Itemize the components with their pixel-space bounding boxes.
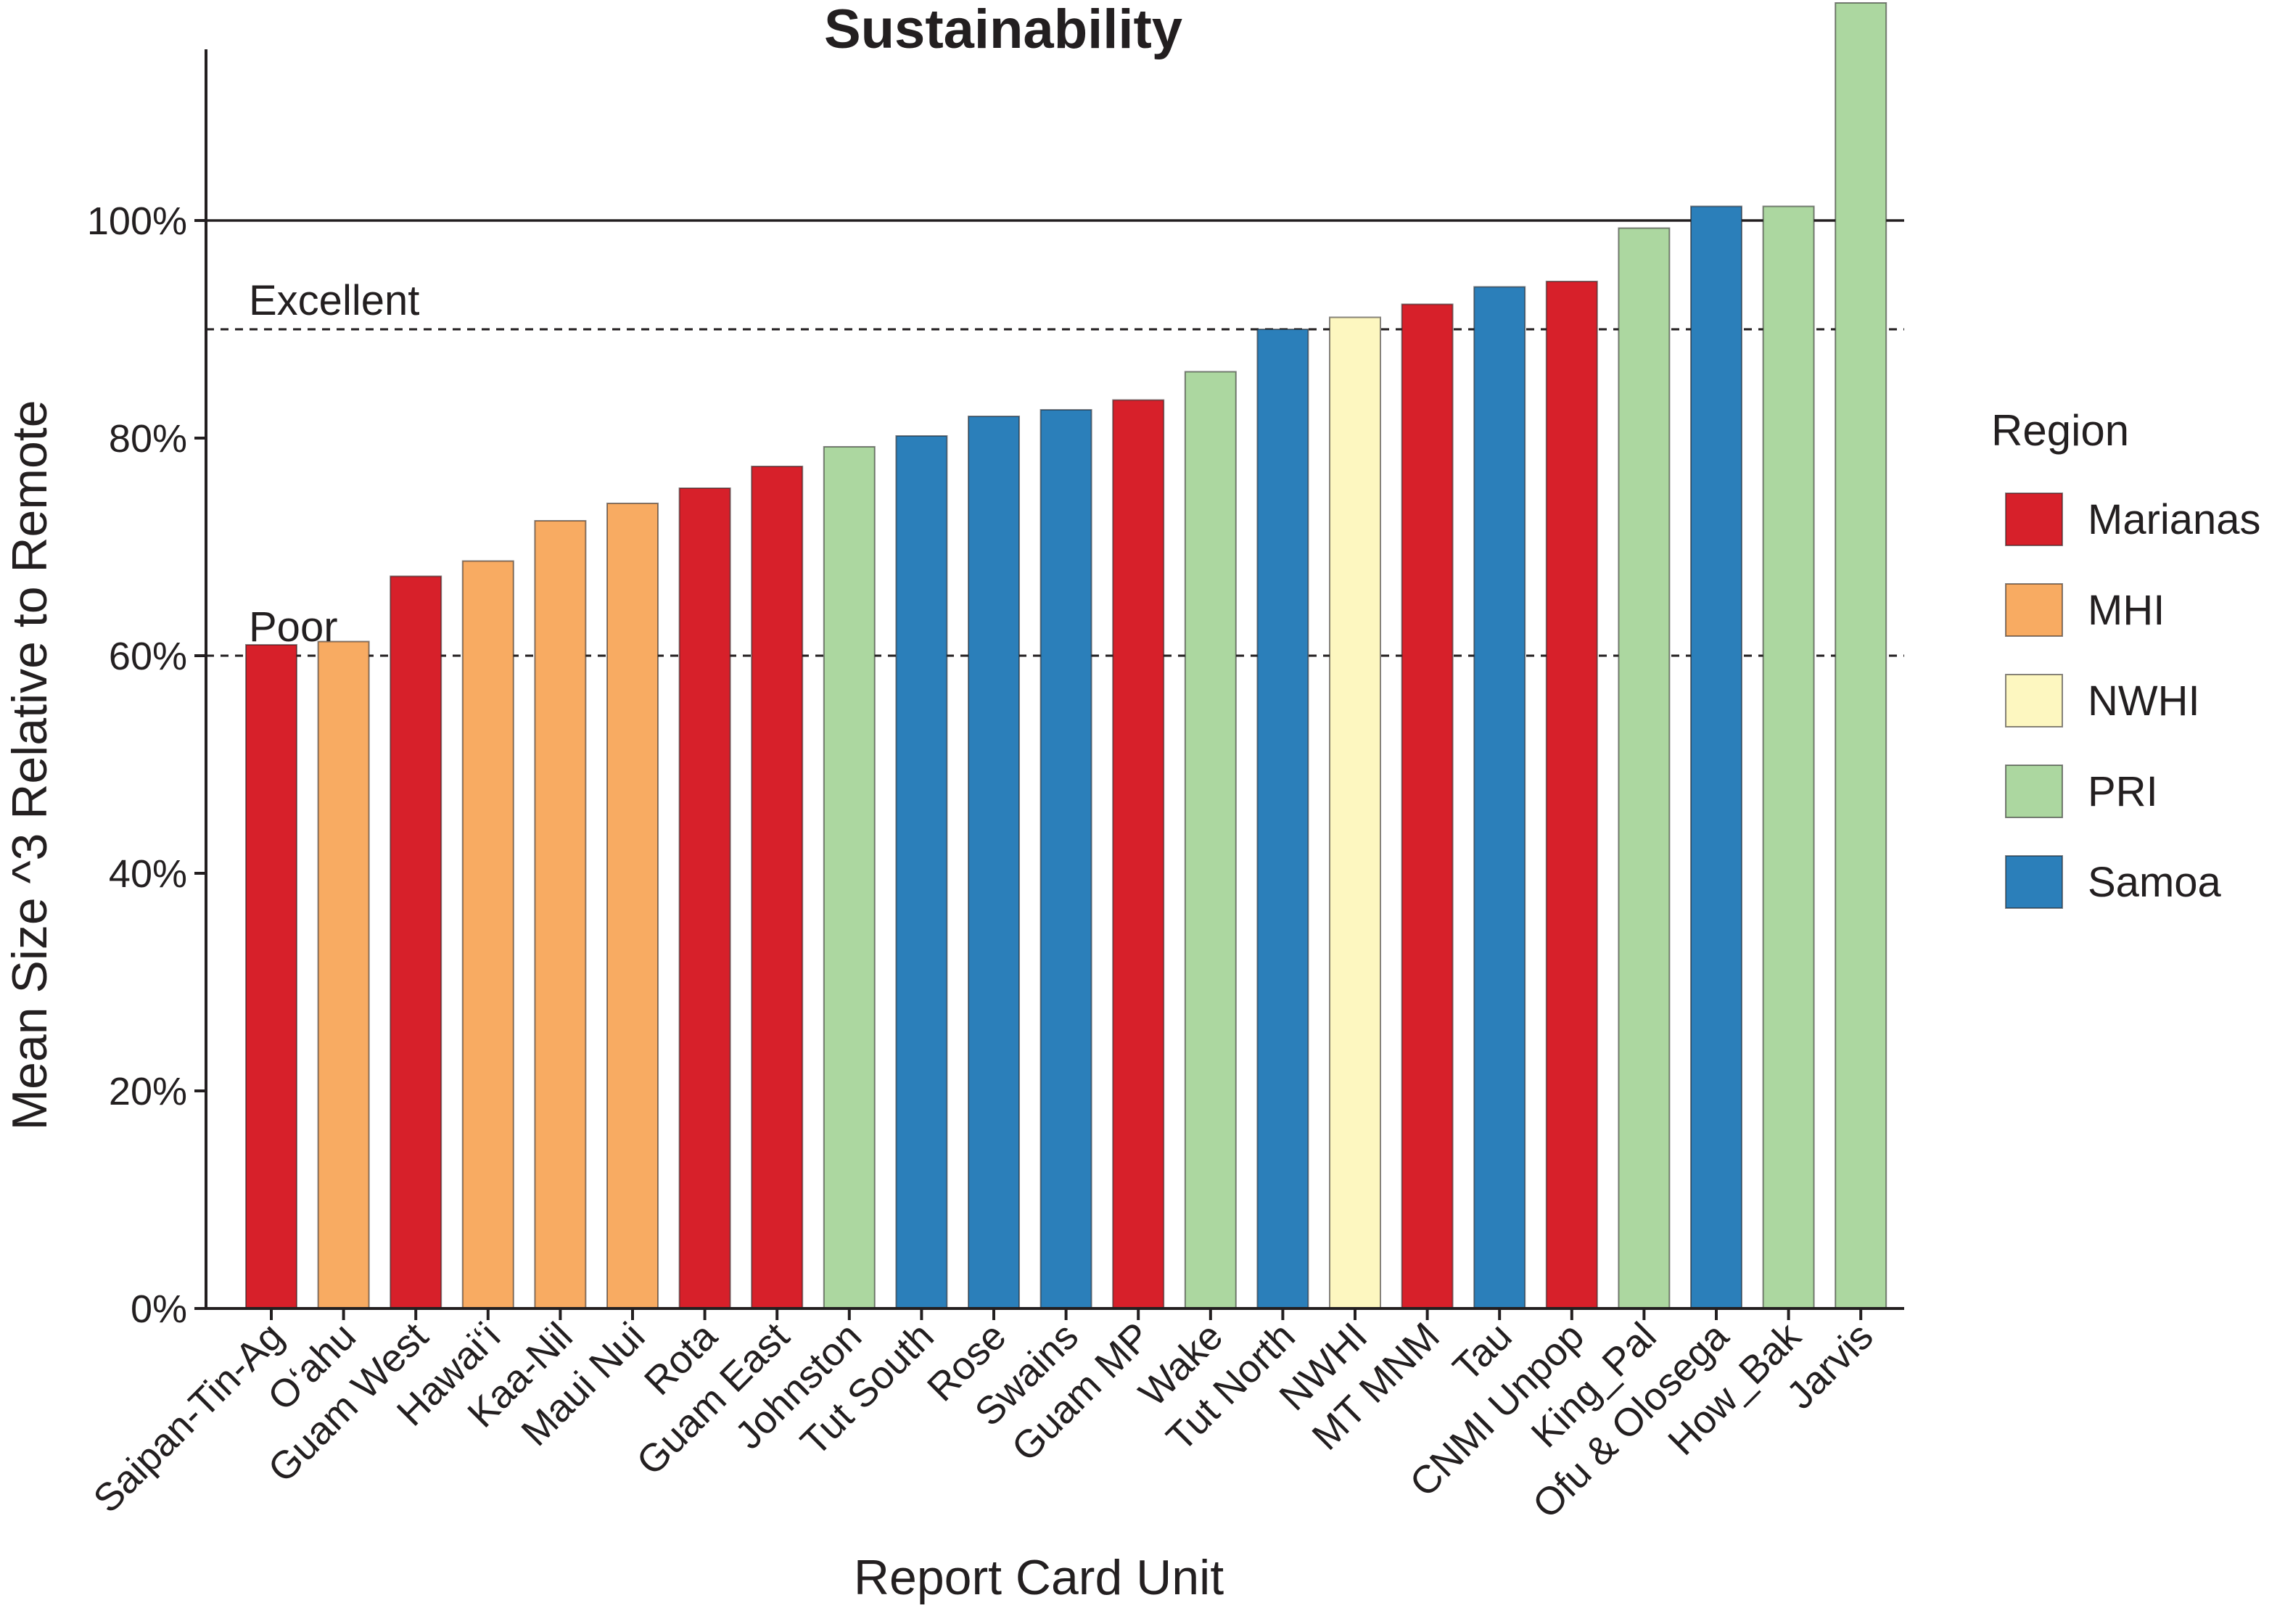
bar-19 (1618, 227, 1671, 1309)
legend-label-samoa: Samoa (2088, 859, 2222, 906)
legend-swatch-mhi (2005, 583, 2063, 637)
y-axis-label: Mean Size ^3 Relative to Remote (2, 400, 57, 1130)
bar-13 (1184, 371, 1237, 1309)
bar-7 (751, 466, 804, 1309)
bar-5 (606, 503, 659, 1309)
bar-4 (534, 520, 587, 1309)
bar-17 (1473, 286, 1526, 1309)
chart-title: Sustainability (824, 0, 1182, 60)
y-axis-ticks: 0% 20% 40% 60% 80% 100% (87, 199, 206, 1331)
y-tick-label-1: 20% (109, 1070, 187, 1113)
y-tick-label-3: 60% (109, 635, 187, 678)
legend-label-nwhi: NWHI (2088, 677, 2200, 725)
legend-swatch-marianas (2005, 492, 2063, 546)
bar-8 (823, 446, 876, 1309)
y-tick-label-2: 40% (109, 852, 187, 896)
x-axis-label: Report Card Unit (854, 1550, 1224, 1605)
legend-label-pri: PRI (2088, 768, 2158, 815)
bar-3 (461, 560, 514, 1309)
bar-18 (1545, 281, 1598, 1309)
bar-20 (1690, 205, 1742, 1309)
bar-6 (678, 487, 731, 1309)
y-tick-label-0: 0% (131, 1287, 187, 1331)
legend-swatch-samoa (2005, 855, 2063, 909)
bar-2 (390, 575, 442, 1309)
bars (245, 2, 1887, 1309)
y-tick-label-5: 100% (87, 199, 187, 243)
bar-10 (968, 416, 1020, 1309)
bar-21 (1762, 205, 1815, 1309)
bar-1 (317, 640, 370, 1309)
reference-label-excellent: Excellent (249, 277, 419, 324)
y-tick-label-4: 80% (109, 417, 187, 461)
legend-label-marianas: Marianas (2088, 496, 2261, 543)
legend: Region Marianas MHI NWHI PRI Samoa (1991, 406, 2261, 909)
legend-swatch-nwhi (2005, 674, 2063, 727)
bar-14 (1256, 329, 1309, 1309)
x-tick-label-0: Saipan-Tin-Ag (85, 1314, 292, 1521)
bar-9 (895, 435, 948, 1309)
bar-15 (1329, 316, 1381, 1309)
bar-22 (1835, 2, 1887, 1309)
bar-12 (1112, 399, 1165, 1309)
legend-swatch-pri (2005, 764, 2063, 818)
bar-0 (245, 644, 297, 1309)
bar-16 (1401, 303, 1454, 1309)
bar-11 (1039, 409, 1092, 1309)
legend-label-mhi: MHI (2088, 587, 2165, 634)
legend-title: Region (1991, 406, 2129, 455)
